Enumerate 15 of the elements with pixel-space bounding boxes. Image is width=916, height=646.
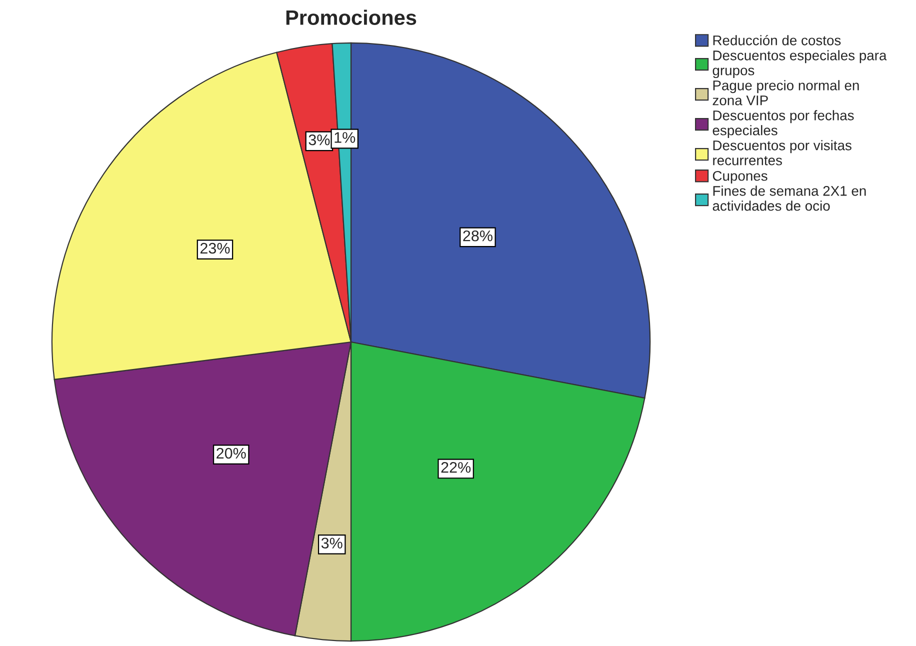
legend-label: Reducción de costos	[713, 34, 841, 46]
data-label: 3%	[308, 134, 330, 146]
legend-label: Descuentos especiales para grupos	[712, 50, 887, 78]
data-label: 20%	[216, 448, 246, 459]
legend-label: Descuentos por fechas especiales	[712, 110, 854, 138]
data-label: 28%	[463, 230, 492, 242]
legend-label: Pague precio normal en zona VIP	[712, 80, 859, 106]
legend-label: Cupones	[712, 170, 768, 184]
legend-label: Fines de semana 2X1 en actividades de ocio	[712, 186, 866, 211]
chart-title: Promociones	[286, 10, 416, 25]
legend-label: Descuentos por visitas recurrentes	[713, 140, 852, 166]
data-label: 3%	[321, 538, 342, 549]
data-label: 1%	[334, 132, 356, 143]
data-label: 22%	[441, 462, 471, 473]
data-label: 23%	[200, 242, 230, 254]
